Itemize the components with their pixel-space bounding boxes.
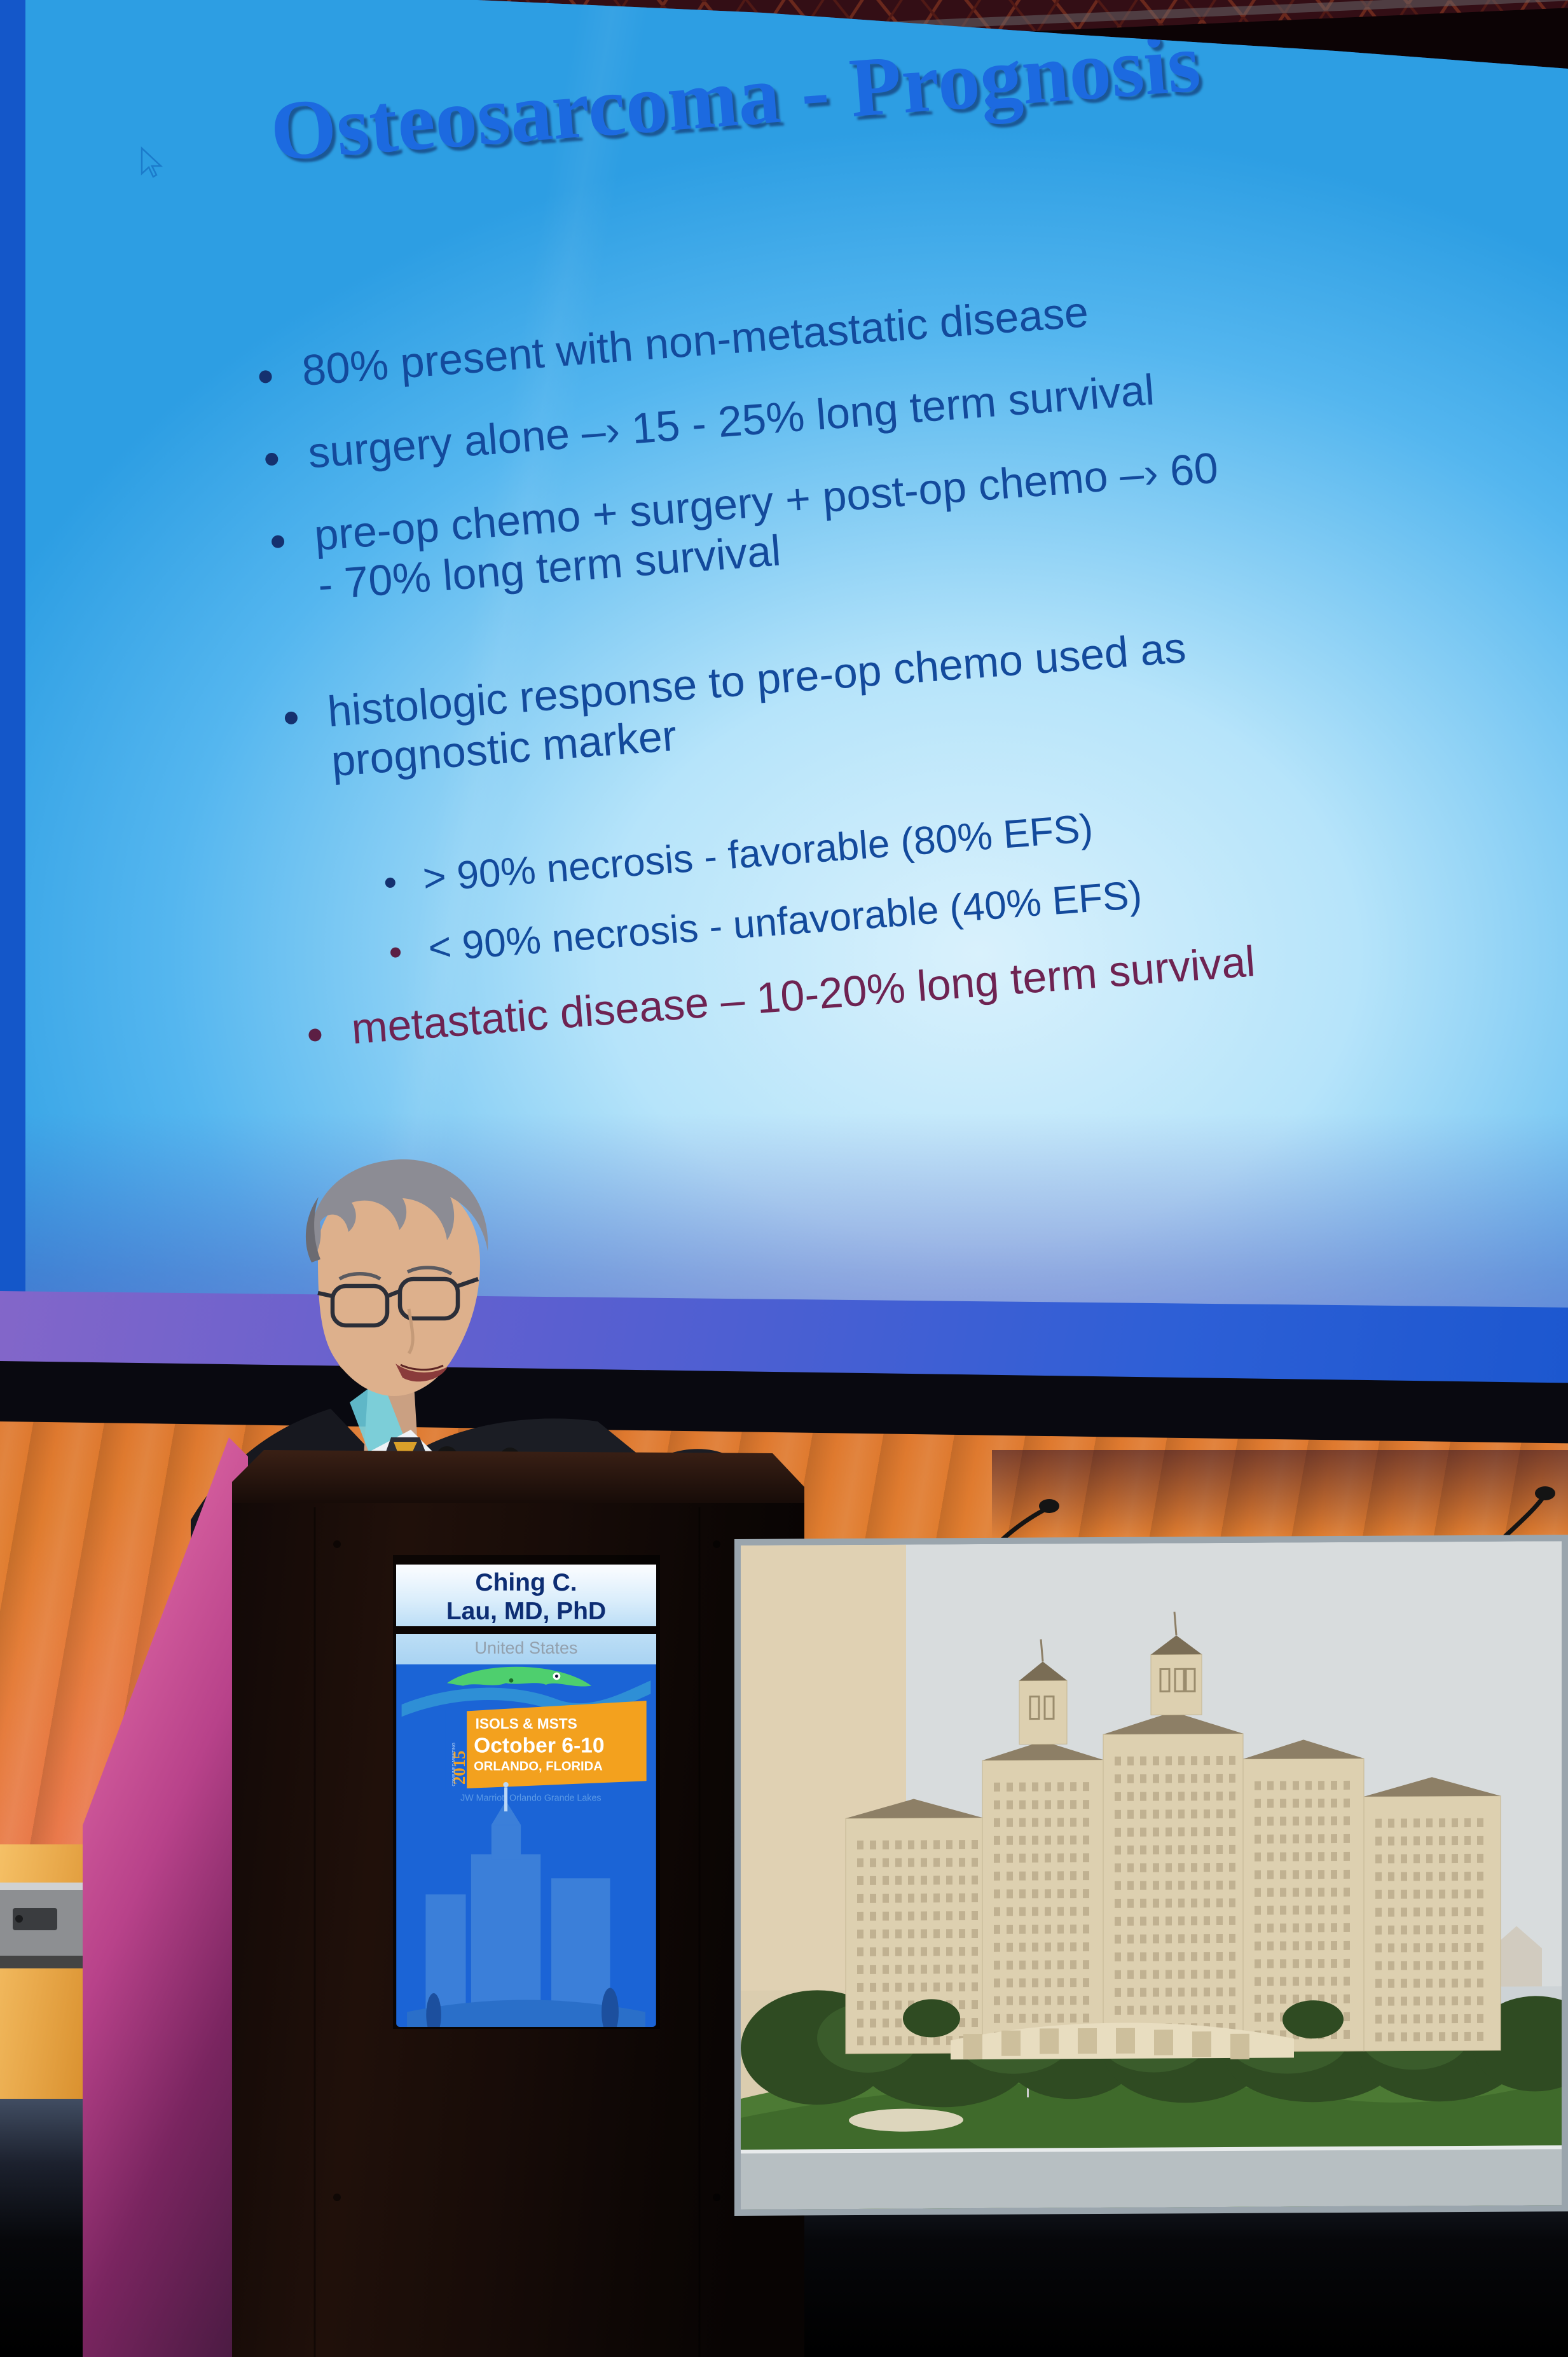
svg-text:ORLANDO, FLORIDA: ORLANDO, FLORIDA bbox=[474, 1759, 603, 1773]
svg-text:October 6-10: October 6-10 bbox=[474, 1734, 604, 1758]
svg-text:COMBINED MEETING: COMBINED MEETING bbox=[452, 1743, 457, 1787]
svg-text:ISOLS & MSTS: ISOLS & MSTS bbox=[476, 1715, 577, 1732]
svg-text:JW Marriott Orlando Grande Lak: JW Marriott Orlando Grande Lakes bbox=[460, 1793, 601, 1803]
